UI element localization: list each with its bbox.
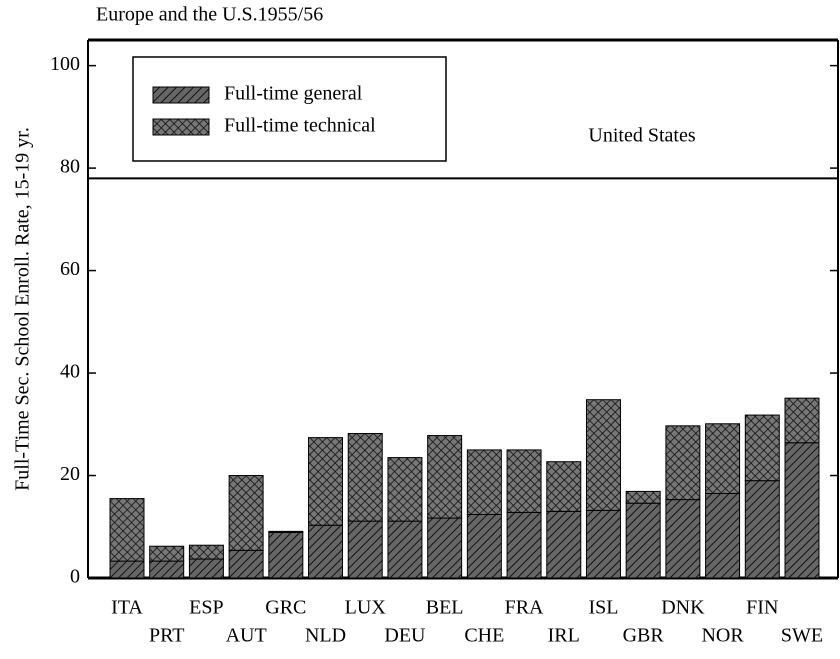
x-tick-label: GRC bbox=[265, 597, 306, 619]
bar-segment bbox=[546, 461, 582, 512]
bar-segment bbox=[387, 520, 423, 579]
x-tick-label: LUX bbox=[345, 597, 387, 619]
bar-segment bbox=[784, 442, 820, 579]
chart-title: Europe and the U.S.1955/56 bbox=[96, 4, 323, 26]
bar-segment bbox=[705, 423, 741, 494]
legend-swatch bbox=[152, 118, 210, 136]
x-tick-label: CHE bbox=[464, 625, 504, 647]
x-tick-label: AUT bbox=[226, 625, 267, 647]
bar-segment bbox=[188, 558, 224, 579]
y-tick-label: 60 bbox=[60, 258, 80, 280]
y-tick-label: 80 bbox=[60, 156, 80, 178]
bar-segment bbox=[109, 498, 145, 562]
bar-segment bbox=[427, 435, 463, 519]
bar-segment bbox=[784, 397, 820, 444]
bar-segment bbox=[744, 480, 780, 579]
x-tick-label: ITA bbox=[111, 597, 143, 619]
x-tick-label: FIN bbox=[746, 597, 778, 619]
bar-segment bbox=[546, 510, 582, 579]
bar-segment bbox=[665, 425, 701, 501]
legend-swatch bbox=[152, 86, 210, 104]
x-tick-label: PRT bbox=[149, 625, 184, 647]
bar-segment bbox=[466, 449, 502, 515]
bar-segment bbox=[308, 524, 344, 579]
y-tick-label: 0 bbox=[70, 566, 80, 588]
bar-segment bbox=[506, 511, 542, 579]
bar-segment bbox=[347, 433, 383, 522]
x-tick-label: BEL bbox=[426, 597, 464, 619]
bar-segment bbox=[228, 475, 264, 551]
x-tick-label: NOR bbox=[701, 625, 744, 647]
x-tick-label: FRA bbox=[505, 597, 544, 619]
bar-segment bbox=[744, 414, 780, 482]
x-tick-label: NLD bbox=[305, 625, 346, 647]
x-tick-label: ISL bbox=[588, 597, 618, 619]
x-tick-label: SWE bbox=[781, 625, 823, 647]
legend-label: Full-time technical bbox=[224, 115, 376, 137]
y-tick-label: 40 bbox=[60, 361, 80, 383]
x-tick-label: GBR bbox=[623, 625, 665, 647]
bar-segment bbox=[149, 545, 185, 562]
y-tick-label: 100 bbox=[50, 53, 80, 75]
x-tick-label: ESP bbox=[189, 597, 223, 619]
bar-segment bbox=[466, 513, 502, 579]
bar-segment bbox=[268, 530, 304, 533]
bar-segment bbox=[188, 544, 224, 560]
bar-segment bbox=[427, 517, 463, 579]
bar-segment bbox=[347, 520, 383, 579]
bar-segment bbox=[585, 399, 621, 511]
bar-segment bbox=[268, 531, 304, 579]
x-tick-label: DNK bbox=[661, 597, 705, 619]
x-tick-label: DEU bbox=[384, 625, 426, 647]
bar-segment bbox=[585, 509, 621, 579]
y-tick-label: 20 bbox=[60, 463, 80, 485]
bar-segment bbox=[149, 560, 185, 579]
bar-segment bbox=[387, 457, 423, 522]
bar-segment bbox=[705, 492, 741, 579]
y-axis-label: Full-Time Sec. School Enroll. Rate, 15-1… bbox=[12, 127, 34, 491]
bar-segment bbox=[228, 549, 264, 579]
bar-segment bbox=[665, 499, 701, 579]
x-tick-label: IRL bbox=[548, 625, 580, 647]
bar-segment bbox=[625, 490, 661, 504]
bar-segment bbox=[308, 437, 344, 526]
legend-label: Full-time general bbox=[224, 83, 363, 105]
bar-segment bbox=[109, 560, 145, 579]
bar-segment bbox=[506, 449, 542, 513]
bar-segment bbox=[625, 502, 661, 579]
legend-box bbox=[132, 56, 447, 162]
reference-label: United States bbox=[588, 125, 695, 147]
